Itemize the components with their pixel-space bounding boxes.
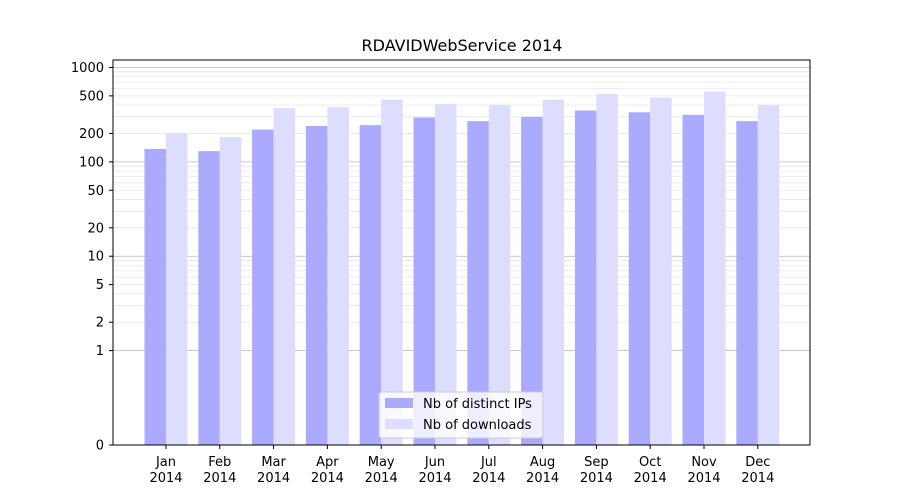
chart-title: RDAVIDWebService 2014: [362, 36, 563, 55]
x-tick-label-year: 2014: [203, 471, 236, 486]
x-tick-label-year: 2014: [257, 471, 290, 486]
y-tick-label: 0: [96, 439, 104, 454]
bar-downloads: [166, 133, 188, 445]
legend-swatch: [385, 398, 413, 408]
bar-downloads: [650, 97, 672, 445]
x-tick-label-year: 2014: [365, 471, 398, 486]
x-tick-label-year: 2014: [580, 471, 613, 486]
legend-box: [378, 391, 544, 439]
bar-distinct-ips: [574, 110, 597, 445]
bar-distinct-ips: [682, 114, 704, 446]
bar-distinct-ips: [467, 121, 489, 446]
y-tick-label: 1: [96, 344, 104, 359]
x-tick-label-month: Apr: [316, 455, 339, 470]
y-axis: 0 1 2 5 10 20 50 100 200 500 1000: [71, 61, 113, 454]
bar-downloads: [704, 91, 726, 446]
x-tick-label-year: 2014: [687, 471, 720, 486]
x-tick-label-year: 2014: [311, 471, 344, 486]
bar-downloads: [381, 99, 403, 445]
bar-distinct-ips: [521, 116, 543, 446]
x-tick-label-month: Feb: [208, 455, 231, 470]
x-tick-label-month: Jun: [424, 455, 445, 470]
x-axis: Jan2014Feb2014Mar2014Apr2014May2014Jun20…: [149, 445, 774, 486]
bar-distinct-ips: [736, 121, 758, 446]
bar-distinct-ips: [198, 151, 220, 446]
x-tick-label-month: Jul: [480, 455, 497, 470]
bar-distinct-ips: [305, 125, 328, 445]
x-tick-label-month: Mar: [261, 455, 286, 470]
bar-downloads: [219, 137, 242, 446]
legend: Nb of distinct IPs Nb of downloads: [378, 391, 544, 439]
x-tick-label-month: Aug: [530, 455, 555, 470]
x-tick-label-month: Jan: [155, 455, 176, 470]
x-tick-label-month: May: [368, 455, 395, 470]
plot-area-frame: [112, 59, 811, 446]
x-tick-label-year: 2014: [149, 471, 182, 486]
bar-distinct-ips: [252, 129, 274, 446]
bar-downloads: [488, 105, 511, 446]
legend-label: Nb of downloads: [423, 418, 532, 433]
legend-label: Nb of distinct IPs: [423, 397, 532, 412]
y-tick-label: 500: [79, 89, 104, 104]
y-tick-label: 50: [87, 184, 104, 199]
bar-distinct-ips: [413, 117, 435, 445]
bar-distinct-ips: [628, 112, 651, 446]
y-tick-label: 2: [96, 316, 104, 331]
bar-downloads: [435, 104, 457, 445]
x-tick-label-month: Oct: [639, 455, 661, 470]
x-tick-label-year: 2014: [526, 471, 559, 486]
y-tick-label: 20: [87, 221, 104, 236]
x-tick-label-month: Dec: [745, 455, 770, 470]
y-tick-label: 200: [79, 127, 104, 142]
y-tick-label: 10: [87, 250, 104, 265]
bar-downloads: [542, 99, 565, 445]
y-tick-label: 5: [96, 278, 104, 293]
y-tick-label: 1000: [71, 61, 104, 76]
x-tick-label-year: 2014: [741, 471, 774, 486]
y-tick-label: 100: [79, 155, 104, 170]
x-tick-label-year: 2014: [634, 471, 667, 486]
x-tick-label-year: 2014: [472, 471, 505, 486]
bar-downloads: [596, 93, 618, 445]
bar-downloads: [273, 108, 296, 445]
bar-distinct-ips: [144, 148, 166, 445]
x-tick-label-month: Sep: [584, 455, 609, 470]
x-tick-label-month: Nov: [691, 455, 717, 470]
x-tick-label-year: 2014: [418, 471, 451, 486]
bar-downloads: [327, 107, 349, 445]
bar-distinct-ips: [359, 125, 382, 446]
bars-layer: [144, 91, 780, 446]
legend-swatch: [385, 419, 413, 429]
bar-downloads: [757, 105, 780, 446]
